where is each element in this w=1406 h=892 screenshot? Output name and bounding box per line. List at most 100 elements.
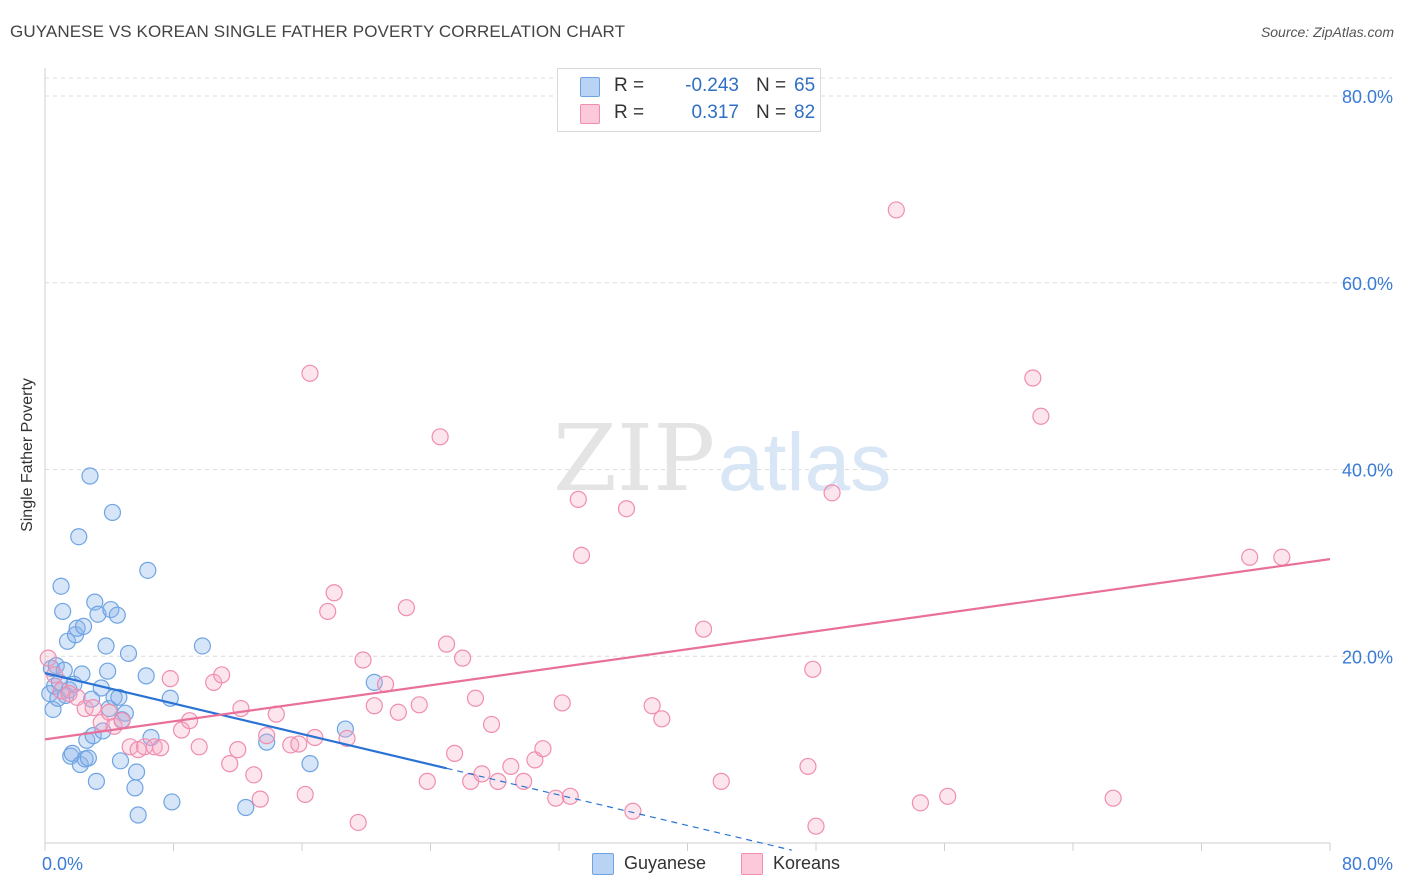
watermark-text: atlas: [718, 417, 891, 508]
guyanese-point: [111, 752, 130, 770]
guyanese-point: [193, 637, 212, 655]
legend-guyanese-label: Guyanese: [624, 853, 707, 873]
koreans-point: [804, 660, 822, 678]
guyanese-point: [119, 644, 138, 663]
guyanese-point: [139, 561, 157, 579]
koreans-point: [113, 712, 131, 730]
watermark: ZIP atlas: [553, 405, 891, 512]
data-points: [39, 201, 1291, 835]
guyanese-point: [163, 793, 181, 811]
koreans-point: [397, 599, 416, 617]
guyanese-point: [137, 667, 155, 685]
legend-guyanese-swatch: [592, 853, 614, 875]
legend-koreans-label: Koreans: [773, 853, 841, 873]
guyanese-point: [89, 605, 107, 623]
koreans-point: [1273, 548, 1291, 566]
koreans-point: [807, 817, 825, 835]
guyanese-point: [74, 617, 93, 635]
koreans-point: [553, 694, 571, 712]
koreans-point: [572, 546, 591, 565]
koreans-point: [547, 789, 565, 807]
r-label: R =: [614, 102, 645, 123]
koreans-point: [229, 741, 247, 759]
y-tick-label: 60.0%: [1342, 274, 1393, 294]
koreans-point: [454, 649, 472, 667]
koreans-point: [221, 755, 239, 773]
koreans-point: [473, 765, 491, 783]
r-label: R =: [614, 75, 645, 96]
guyanese-point: [301, 755, 319, 773]
koreans-point: [232, 699, 250, 718]
koreans-point: [823, 484, 841, 502]
n-value: 82: [794, 102, 816, 123]
chart-title: GUYANESE VS KOREAN SINGLE FATHER POVERTY…: [10, 22, 626, 41]
trend-lines: [44, 558, 1331, 851]
koreans-point: [145, 738, 163, 756]
n-label: N =: [756, 75, 787, 96]
guyanese-point: [97, 637, 115, 655]
koreans-point: [418, 772, 436, 790]
koreans-point: [653, 710, 671, 728]
koreans-point: [534, 740, 552, 758]
koreans-point: [190, 738, 208, 756]
koreans-point: [296, 785, 314, 804]
koreans-point: [569, 490, 587, 508]
x-tick-label-max: 80.0%: [1342, 854, 1393, 874]
koreans-point: [617, 500, 636, 518]
koreans-point: [319, 602, 337, 621]
koreans-point: [410, 696, 428, 714]
guyanese-point: [99, 662, 117, 680]
guyanese-trend-line: [44, 671, 447, 770]
koreans-point: [502, 757, 520, 776]
guyanese-trend-extension: [446, 767, 793, 851]
koreans-point: [213, 666, 231, 684]
koreans-point: [1032, 407, 1050, 425]
koreans-point: [290, 735, 308, 753]
guyanese-point: [70, 528, 88, 546]
koreans-swatch: [580, 104, 600, 124]
guyanese-point: [52, 577, 70, 595]
guyanese-point: [110, 688, 128, 706]
guyanese-point: [258, 733, 276, 751]
tick-labels: 80.0% 60.0% 40.0% 20.0% 0.0% 80.0%: [42, 87, 1393, 874]
source-label: Source: ZipAtlas.com: [1260, 24, 1394, 40]
koreans-point: [799, 757, 817, 776]
koreans-point: [515, 772, 533, 790]
y-tick-label: 80.0%: [1342, 87, 1393, 107]
koreans-point: [712, 772, 730, 790]
r-value: -0.243: [685, 75, 739, 96]
n-value: 65: [794, 75, 816, 96]
koreans-point: [349, 813, 367, 832]
koreans-point: [301, 364, 319, 382]
koreans-point: [338, 729, 356, 748]
koreans-point: [431, 428, 449, 446]
koreans-point: [258, 727, 276, 745]
koreans-point: [643, 697, 661, 715]
koreans-point: [60, 684, 78, 703]
watermark-text: ZIP: [553, 405, 715, 512]
koreans-point: [1104, 789, 1122, 807]
guyanese-point: [79, 749, 97, 767]
axes: [44, 68, 1331, 851]
koreans-point: [911, 794, 930, 812]
guyanese-point: [68, 619, 86, 637]
koreans-point: [694, 620, 713, 638]
guyanese-point: [127, 763, 146, 781]
n-label: N =: [756, 102, 787, 123]
koreans-point: [161, 670, 179, 688]
koreans-point: [84, 699, 102, 717]
guyanese-point: [44, 700, 62, 719]
koreans-point: [245, 766, 263, 784]
koreans-point: [365, 697, 383, 715]
guyanese-point: [81, 467, 99, 485]
koreans-trend-line: [44, 558, 1331, 741]
gridlines: [45, 77, 1392, 657]
koreans-point: [325, 584, 343, 602]
x-tick-label-min: 0.0%: [42, 854, 83, 874]
koreans-point: [389, 703, 407, 721]
guyanese-point: [126, 779, 144, 797]
koreans-point: [624, 802, 642, 820]
koreans-point: [939, 787, 957, 805]
koreans-point: [354, 651, 372, 669]
legend-koreans-swatch: [741, 853, 763, 875]
